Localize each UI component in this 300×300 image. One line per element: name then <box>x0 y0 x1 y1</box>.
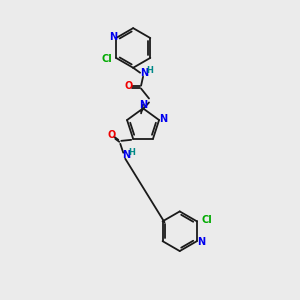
Text: N: N <box>139 100 147 110</box>
Text: N: N <box>197 237 205 247</box>
Text: Cl: Cl <box>201 215 212 225</box>
Text: O: O <box>124 81 132 91</box>
Text: N: N <box>159 114 167 124</box>
Text: O: O <box>107 130 116 140</box>
Text: H: H <box>146 66 153 75</box>
Text: Cl: Cl <box>102 54 112 64</box>
Text: N: N <box>140 68 148 78</box>
Text: N: N <box>122 150 130 160</box>
Text: N: N <box>109 32 117 42</box>
Text: H: H <box>128 148 135 157</box>
